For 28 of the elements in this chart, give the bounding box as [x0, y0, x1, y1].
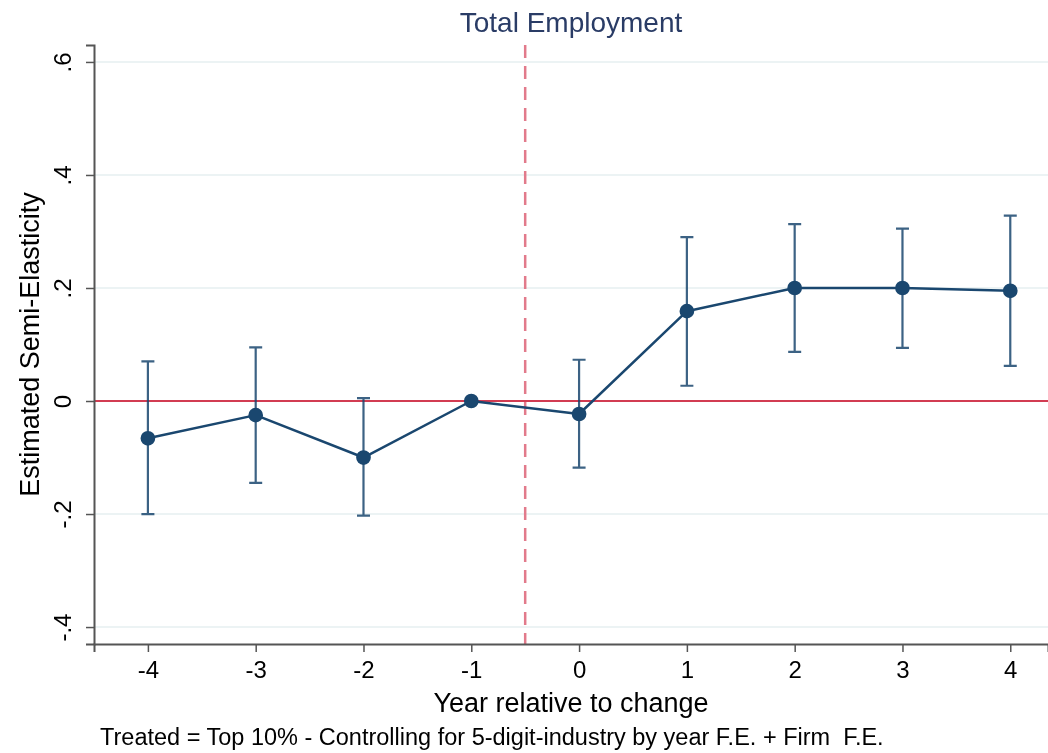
- x-tick-label: 1: [680, 656, 695, 684]
- point: [463, 393, 479, 409]
- y-tick-label: 0: [49, 394, 76, 409]
- point: [356, 450, 371, 465]
- point: [1002, 283, 1018, 299]
- x-tick-label: 4: [1004, 656, 1018, 684]
- y-tick-label: -.2: [49, 500, 76, 529]
- x-axis-title: Year relative to change: [433, 688, 709, 718]
- chart-title: Total Employment: [459, 7, 683, 38]
- x-tick-label: -1: [461, 656, 483, 684]
- point: [140, 430, 156, 446]
- x-tick-label: 0: [572, 656, 587, 684]
- x-tick-label: -2: [353, 656, 375, 684]
- point: [787, 280, 803, 296]
- y-tick-label: .6: [49, 52, 76, 73]
- x-tick-label: 3: [896, 656, 910, 684]
- point: [571, 406, 587, 422]
- point: [248, 407, 264, 423]
- y-tick-label: -.4: [49, 613, 76, 642]
- y-tick-label: .2: [49, 278, 76, 299]
- point: [895, 280, 910, 296]
- y-axis-title: Estimated Semi-Elasticity: [15, 191, 45, 497]
- x-tick-label: -3: [245, 656, 267, 684]
- x-tick-label: -4: [137, 656, 160, 684]
- y-tick-label: .4: [49, 165, 76, 186]
- point: [679, 303, 695, 319]
- x-tick-label: 2: [788, 656, 802, 684]
- text: Treated = Top 10% - Controlling for 5-digit-industry by year F.E. + Firm F.E.: [100, 724, 884, 750]
